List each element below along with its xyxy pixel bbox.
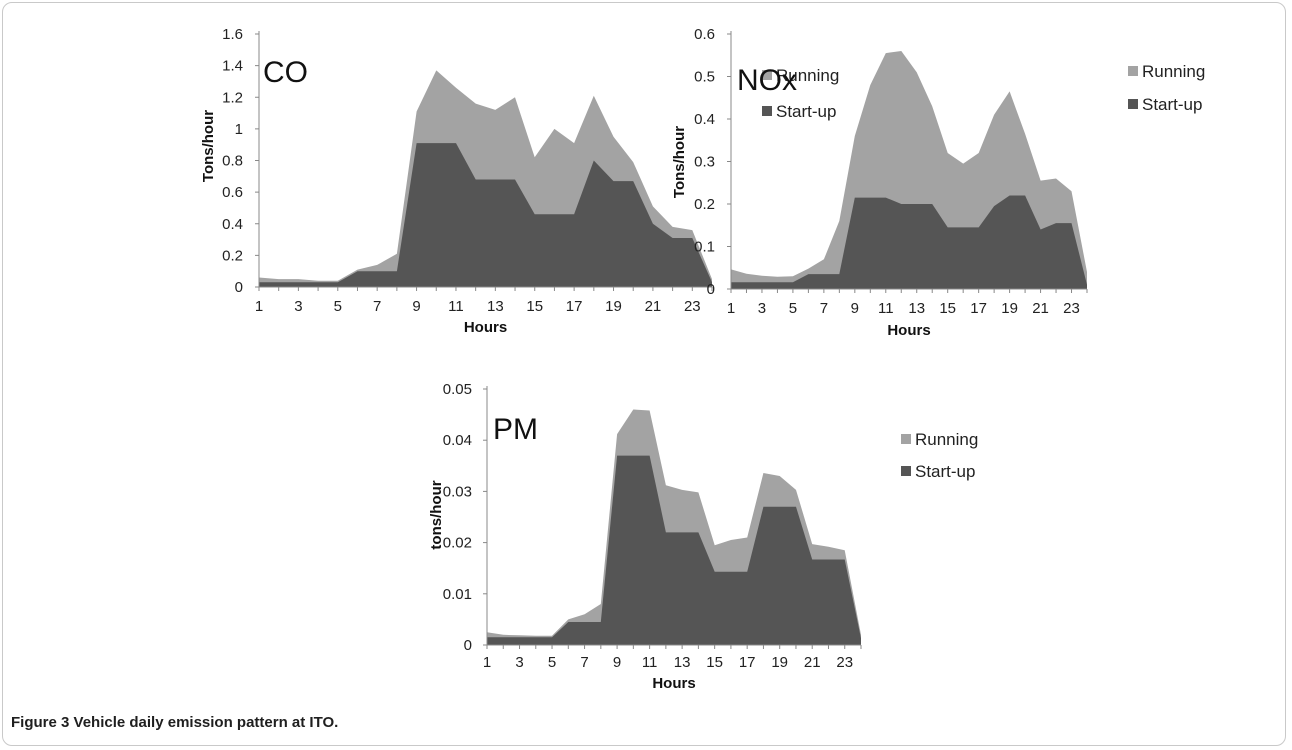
x-tick-label: 3	[758, 300, 766, 317]
x-tick-label: 21	[645, 298, 662, 315]
x-tick-label: 11	[878, 300, 894, 317]
y-axis-title: tons/hour	[428, 480, 445, 549]
y-tick-label: 0.2	[222, 247, 243, 264]
legend-swatch	[901, 466, 911, 476]
x-tick-label: 15	[526, 298, 543, 315]
y-tick-label: 0.02	[443, 535, 472, 552]
y-axis-title: Tons/hour	[200, 110, 217, 182]
x-tick-label: 17	[739, 654, 756, 671]
x-tick-label: 17	[566, 298, 583, 315]
x-axis-title: Hours	[887, 322, 930, 339]
x-tick-label: 13	[674, 654, 691, 671]
y-tick-label: 0.1	[694, 239, 715, 256]
y-tick-label: 0.04	[443, 432, 472, 449]
x-tick-label: 5	[548, 654, 556, 671]
x-tick-label: 13	[908, 300, 925, 317]
y-tick-label: 0	[235, 279, 243, 296]
legend-swatch	[762, 70, 772, 80]
x-tick-label: 11	[642, 654, 658, 671]
x-tick-label: 11	[448, 298, 464, 315]
y-tick-label: 0.8	[222, 153, 243, 170]
x-tick-label: 15	[939, 300, 956, 317]
x-tick-label: 23	[684, 298, 701, 315]
x-tick-label: 13	[487, 298, 504, 315]
x-tick-label: 19	[1001, 300, 1018, 317]
x-axis-title: Hours	[652, 675, 695, 692]
y-tick-label: 0.5	[694, 69, 715, 86]
y-tick-label: 0.4	[222, 216, 243, 233]
x-tick-label: 7	[373, 298, 381, 315]
x-tick-label: 23	[836, 654, 853, 671]
area-start-up	[487, 455, 861, 645]
legend-label: Running	[776, 66, 839, 85]
area-start-up	[731, 195, 1087, 289]
x-tick-label: 21	[1032, 300, 1049, 317]
x-tick-label: 9	[851, 300, 859, 317]
legend-swatch	[1128, 66, 1138, 76]
x-tick-label: 9	[613, 654, 621, 671]
x-tick-label: 7	[820, 300, 828, 317]
y-tick-label: 0.2	[694, 196, 715, 213]
y-tick-label: 1.2	[222, 89, 243, 106]
chart-co: 00.20.40.60.811.21.41.61 3 5 7 9 11 13 15 17 19 21…	[200, 26, 839, 336]
x-tick-label: 17	[970, 300, 987, 317]
y-tick-label: 0.01	[443, 586, 472, 603]
area-start-up	[259, 143, 712, 287]
x-tick-label: 15	[706, 654, 723, 671]
legend-swatch	[762, 106, 772, 116]
y-tick-label: 0.03	[443, 483, 472, 500]
y-tick-label: 0	[707, 281, 715, 298]
chart-pm: 00.010.020.030.040.051 3 5 7 9 11 13 15 17 19 21 23…	[428, 381, 978, 692]
legend-label: Running	[915, 430, 978, 449]
legend-label: Start-up	[915, 462, 975, 481]
y-axis-title: Tons/hour	[671, 126, 688, 198]
y-tick-label: 0.6	[222, 184, 243, 201]
y-tick-label: 0.3	[694, 154, 715, 171]
x-tick-label: 19	[771, 654, 788, 671]
chart-title: NOx	[737, 64, 797, 97]
y-tick-label: 1	[235, 121, 243, 138]
y-tick-label: 0	[464, 637, 472, 654]
y-tick-label: 0.6	[694, 26, 715, 43]
x-tick-label: 1	[483, 654, 491, 671]
y-tick-label: 0.05	[443, 381, 472, 398]
chart-title: CO	[263, 56, 308, 89]
y-tick-label: 1.6	[222, 26, 243, 43]
x-tick-label: 5	[789, 300, 797, 317]
x-tick-label: 19	[605, 298, 622, 315]
legend-label: Running	[1142, 62, 1205, 81]
x-tick-label: 1	[727, 300, 735, 317]
x-tick-label: 9	[412, 298, 420, 315]
x-axis-title: Hours	[464, 319, 507, 336]
x-tick-label: 21	[804, 654, 821, 671]
legend-label: Start-up	[1142, 95, 1202, 114]
chart-title: PM	[493, 413, 538, 446]
x-tick-label: 5	[334, 298, 342, 315]
legend-swatch	[1128, 99, 1138, 109]
x-tick-label: 7	[580, 654, 588, 671]
legend-swatch	[901, 434, 911, 444]
legend-label: Start-up	[776, 102, 836, 121]
y-tick-label: 1.4	[222, 58, 243, 75]
chart-nox: 00.10.20.30.40.50.61 3 5 7 9 11 13 15 17 19 21 23Ho…	[671, 26, 1205, 339]
x-tick-label: 3	[515, 654, 523, 671]
x-tick-label: 3	[294, 298, 302, 315]
x-tick-label: 1	[255, 298, 263, 315]
y-tick-label: 0.4	[694, 111, 715, 128]
x-tick-label: 23	[1063, 300, 1080, 317]
figure-caption: Figure 3 Vehicle daily emission pattern …	[11, 714, 339, 731]
